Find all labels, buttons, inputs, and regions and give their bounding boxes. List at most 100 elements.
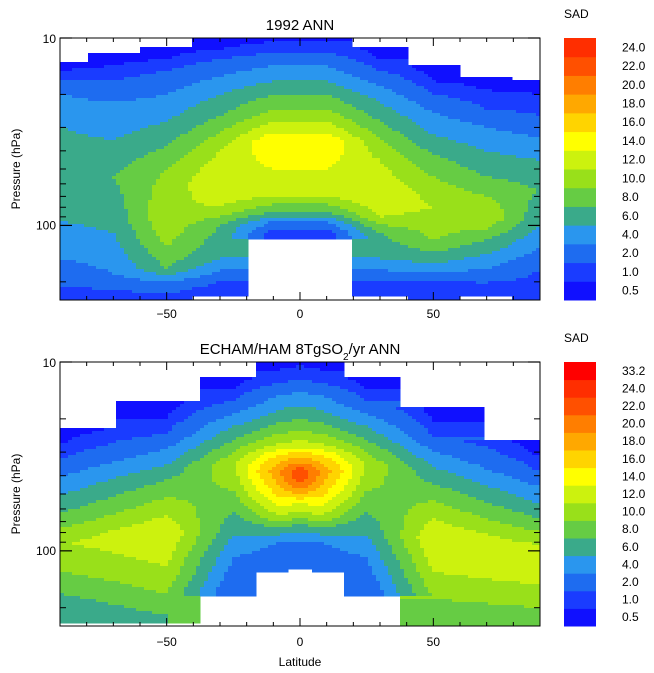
- contour-cell: [156, 95, 161, 99]
- contour-cell: [224, 155, 229, 159]
- contour-cell: [284, 173, 289, 177]
- contour-cell: [148, 188, 153, 192]
- contour-cell: [244, 116, 249, 120]
- contour-cell: [160, 224, 165, 228]
- contour-cell: [152, 161, 157, 165]
- contour-cell: [232, 59, 237, 63]
- contour-cell: [68, 281, 73, 285]
- contour-cell: [124, 89, 129, 93]
- contour-cell: [244, 197, 249, 201]
- contour-cell: [124, 92, 129, 96]
- contour-cell: [204, 47, 209, 51]
- contour-cell: [64, 191, 69, 195]
- contour-cell: [120, 224, 125, 228]
- contour-cell: [244, 122, 249, 126]
- contour-cell: [164, 95, 169, 99]
- contour-cell: [292, 233, 297, 237]
- contour-cell: [176, 71, 181, 75]
- contour-cell: [180, 224, 185, 228]
- contour-cell: [220, 263, 225, 267]
- contour-cell: [124, 296, 129, 300]
- contour-cell: [216, 251, 221, 255]
- contour-cell: [292, 218, 297, 222]
- contour-cell: [200, 146, 205, 150]
- contour-cell: [124, 257, 129, 261]
- contour-cell: [96, 86, 101, 90]
- contour-cell: [208, 74, 213, 78]
- contour-cell: [120, 188, 125, 192]
- contour-cell: [224, 287, 229, 291]
- contour-cell: [112, 257, 117, 261]
- contour-cell: [140, 116, 145, 120]
- contour-cell: [160, 101, 165, 105]
- contour-cell: [168, 221, 173, 225]
- contour-cell: [216, 128, 221, 132]
- contour-cell: [168, 233, 173, 237]
- contour-cell: [84, 200, 89, 204]
- contour-cell: [244, 263, 249, 267]
- contour-cell: [136, 230, 141, 234]
- contour-cell: [188, 215, 193, 219]
- contour-cell: [244, 278, 249, 282]
- contour-cell: [120, 197, 125, 201]
- contour-cell: [220, 236, 225, 240]
- contour-cell: [264, 65, 269, 69]
- contour-cell: [292, 206, 297, 210]
- contour-cell: [112, 176, 117, 180]
- contour-cell: [200, 101, 205, 105]
- contour-cell: [208, 260, 213, 264]
- contour-cell: [184, 269, 189, 273]
- contour-cell: [160, 155, 165, 159]
- contour-cell: [288, 170, 293, 174]
- contour-cell: [244, 62, 249, 66]
- contour-cell: [92, 185, 97, 189]
- contour-cell: [216, 119, 221, 123]
- contour-cell: [188, 221, 193, 225]
- contour-cell: [152, 149, 157, 153]
- contour-cell: [156, 182, 161, 186]
- contour-cell: [308, 53, 313, 57]
- contour-cell: [268, 197, 273, 201]
- contour-cell: [92, 110, 97, 114]
- contour-cell: [60, 128, 65, 132]
- contour-cell: [160, 137, 165, 141]
- contour-cell: [152, 122, 157, 126]
- contour-cell: [144, 59, 149, 63]
- contour-cell: [124, 119, 129, 123]
- contour-cell: [296, 191, 301, 195]
- contour-cell: [192, 101, 197, 105]
- contour-cell: [112, 95, 117, 99]
- contour-cell: [296, 44, 301, 48]
- contour-cell: [116, 296, 121, 300]
- contour-cell: [212, 188, 217, 192]
- contour-cell: [188, 92, 193, 96]
- contour-cell: [72, 167, 77, 171]
- contour-cell: [64, 179, 69, 183]
- contour-cell: [228, 239, 233, 243]
- contour-cell: [220, 287, 225, 291]
- contour-cell: [72, 110, 77, 114]
- contour-cell: [236, 179, 241, 183]
- contour-cell: [300, 89, 305, 93]
- contour-cell: [252, 122, 257, 126]
- contour-cell: [228, 77, 233, 81]
- contour-cell: [280, 122, 285, 126]
- contour-cell: [272, 74, 277, 78]
- contour-cell: [196, 284, 201, 288]
- contour-cell: [144, 269, 149, 273]
- contour-cell: [208, 272, 213, 276]
- contour-cell: [104, 119, 109, 123]
- contour-cell: [120, 194, 125, 198]
- contour-cell: [184, 215, 189, 219]
- contour-cell: [144, 116, 149, 120]
- contour-cell: [204, 215, 209, 219]
- contour-cell: [80, 143, 85, 147]
- contour-cell: [164, 173, 169, 177]
- contour-cell: [200, 236, 205, 240]
- contour-cell: [236, 293, 241, 297]
- contour-cell: [172, 125, 177, 129]
- contour-cell: [100, 125, 105, 129]
- contour-cell: [164, 197, 169, 201]
- contour-cell: [72, 155, 77, 159]
- contour-cell: [176, 155, 181, 159]
